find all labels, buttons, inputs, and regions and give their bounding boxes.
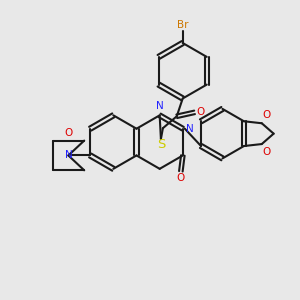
Text: O: O (177, 173, 185, 183)
Text: N: N (186, 124, 194, 134)
Text: O: O (263, 110, 271, 120)
Text: O: O (64, 128, 73, 138)
Text: O: O (263, 147, 271, 157)
Text: N: N (64, 150, 72, 161)
Text: N: N (156, 101, 164, 111)
Text: S: S (157, 138, 165, 151)
Text: Br: Br (177, 20, 188, 30)
Text: O: O (196, 107, 205, 117)
